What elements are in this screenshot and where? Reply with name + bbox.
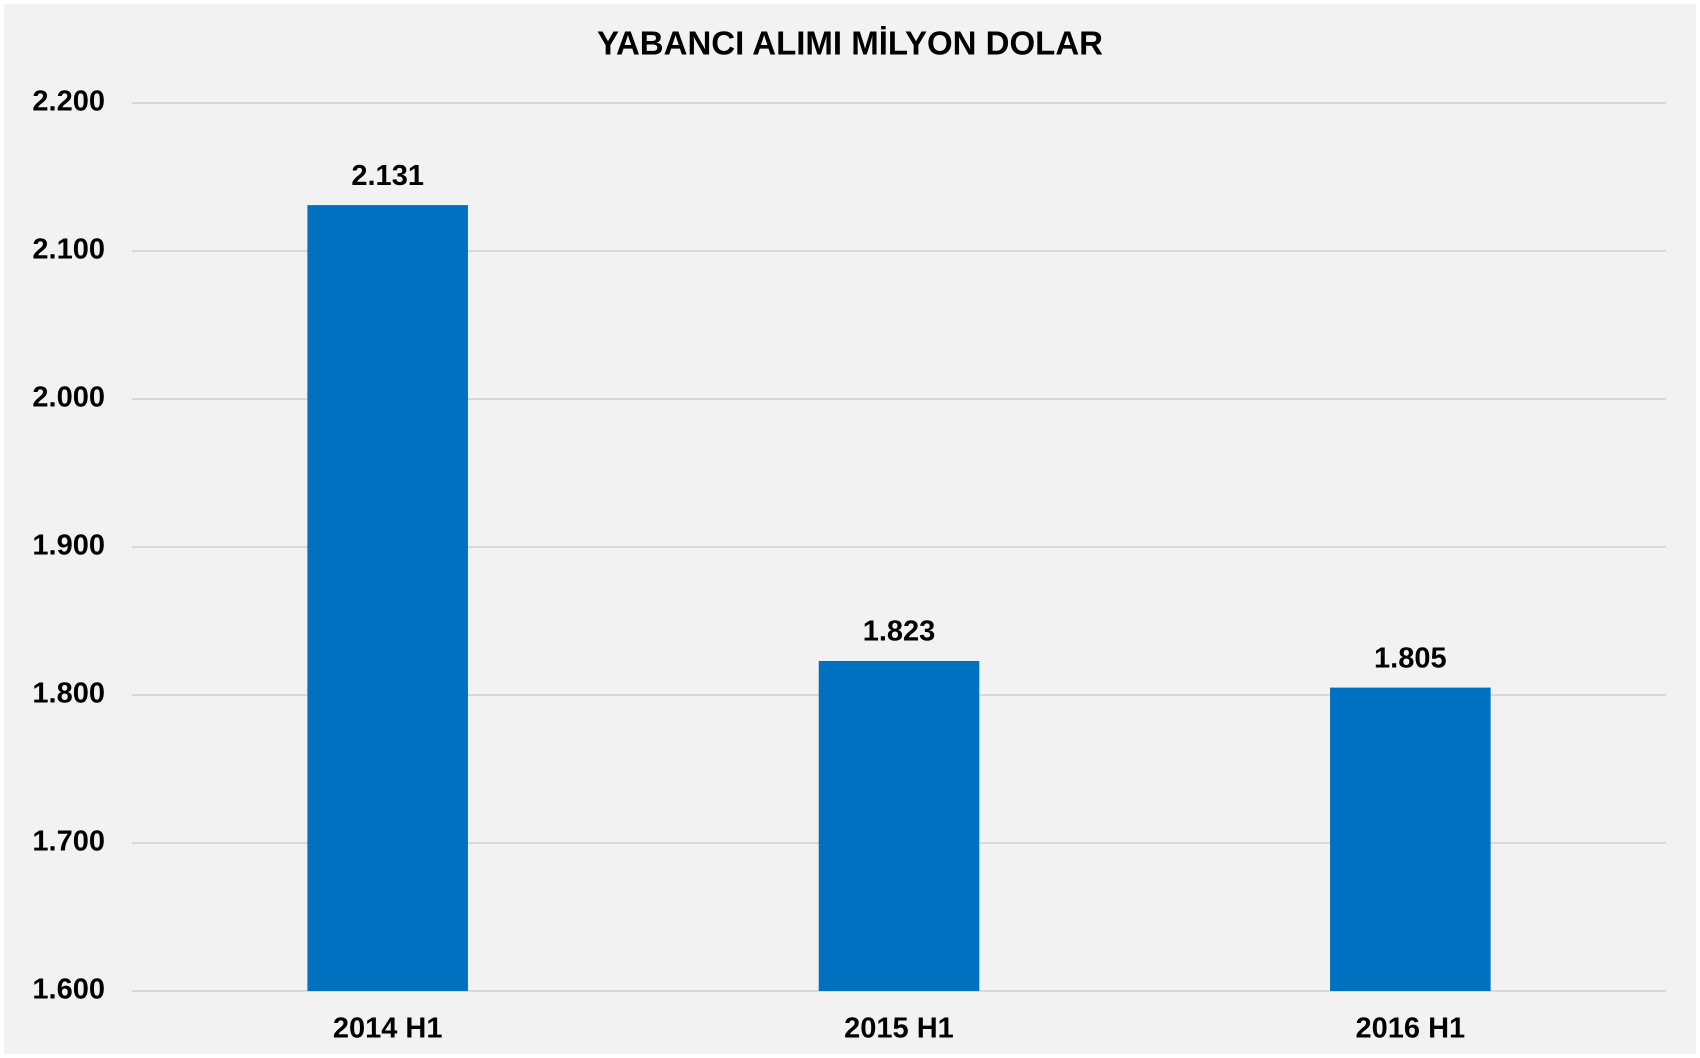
y-tick-label: 2.100 [32, 234, 105, 266]
x-tick-label: 2015 H1 [844, 1013, 954, 1045]
y-tick-label: 2.200 [32, 86, 105, 118]
bar [307, 205, 468, 991]
y-tick-label: 1.800 [32, 678, 105, 710]
data-label: 1.805 [1374, 642, 1447, 674]
x-tick-label: 2014 H1 [333, 1013, 443, 1045]
y-tick-label: 1.600 [32, 974, 105, 1006]
bar [1330, 687, 1491, 991]
y-tick-label: 2.000 [32, 382, 105, 414]
x-tick-label: 2016 H1 [1356, 1013, 1466, 1045]
y-tick-label: 1.900 [32, 530, 105, 562]
y-tick-label: 1.700 [32, 826, 105, 858]
data-label: 2.131 [351, 160, 424, 192]
bar [818, 660, 980, 991]
data-label: 1.823 [863, 616, 936, 648]
chart-title: YABANCI ALIMI MİLYON DOLAR [597, 25, 1103, 62]
